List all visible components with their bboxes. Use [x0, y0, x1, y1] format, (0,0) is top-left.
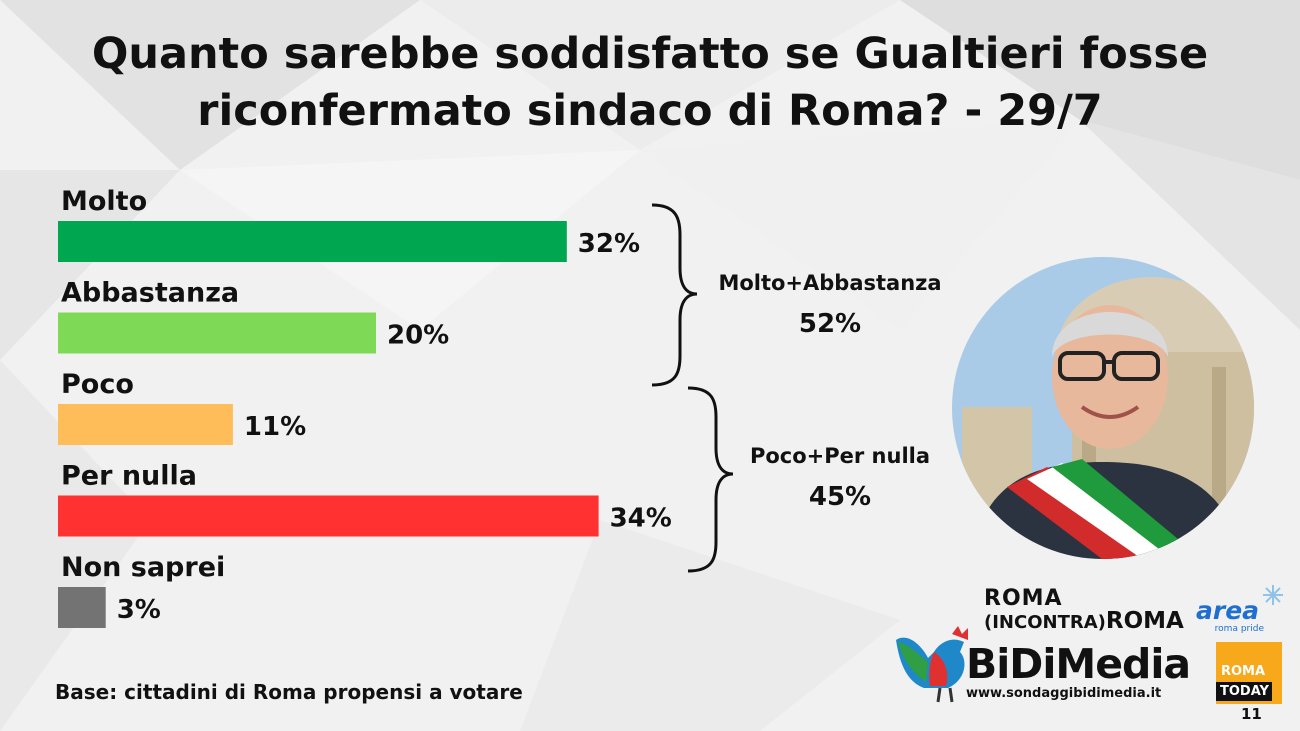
value-label-non-saprei: 3% [117, 595, 161, 625]
brace-poco-per-nulla [687, 386, 734, 573]
value-label-abbastanza: 20% [387, 321, 449, 351]
area-name: area [1196, 596, 1260, 625]
category-label-poco: Poco [61, 369, 134, 400]
group-value: 52% [798, 309, 862, 339]
value-label-per-nulla: 34% [610, 504, 672, 534]
bidimedia-name: BiDiMedia [966, 640, 1191, 688]
rooster-icon [896, 626, 968, 703]
group-name: Molto+Abbastanza [718, 271, 942, 295]
snowflake-icon [1263, 585, 1283, 605]
category-label-non-saprei: Non saprei [61, 552, 225, 583]
rr-line-2a: (INCONTRA) [984, 612, 1106, 633]
bar-abbastanza [58, 312, 376, 354]
footer-note: Base: cittadini di Roma propensi a votar… [55, 680, 523, 704]
title-line-2: riconfermato sindaco di Roma? - 29/7 [197, 86, 1103, 136]
value-label-poco: 11% [244, 412, 306, 442]
brace-molto-abbastanza [651, 203, 698, 387]
bidimedia-logo: BiDiMedia www.sondaggibidimedia.it [966, 640, 1206, 701]
category-label-per-nulla: Per nulla [61, 461, 197, 492]
rr-line-1: ROMA [984, 586, 1063, 611]
category-label-molto: Molto [61, 186, 147, 217]
rt-line-2: TODAY [1216, 682, 1272, 701]
value-label-molto: 32% [578, 229, 640, 259]
portrait-photo [952, 257, 1254, 559]
roma-today-logo: ROMA TODAY [1216, 642, 1282, 704]
title-line-1: Quanto sarebbe soddisfatto se Gualtieri … [91, 29, 1209, 79]
bar-poco [58, 404, 233, 445]
rt-line-1: ROMA [1221, 664, 1266, 679]
area-roma-pride-logo: area roma pride [1196, 596, 1276, 635]
page-number: 11 [1241, 705, 1262, 723]
bar-non-saprei [58, 587, 106, 628]
category-label-abbastanza: Abbastanza [61, 278, 239, 309]
group-poco-per-nulla: Poco+Per nulla 45% [730, 441, 950, 515]
rr-line-2b: ROMA [1105, 608, 1184, 634]
chart-title: Quanto sarebbe soddisfatto se Gualtieri … [60, 26, 1240, 140]
bidimedia-url: www.sondaggibidimedia.it [966, 686, 1162, 701]
bar-molto [58, 221, 567, 262]
rr-line-2: (INCONTRA)ROMA [984, 610, 1184, 634]
group-molto-abbastanza: Molto+Abbastanza 52% [705, 268, 955, 342]
bar-per-nulla [58, 495, 599, 537]
group-name: Poco+Per nulla [749, 444, 931, 468]
roma-incontra-roma-logo: ROMA (INCONTRA)ROMA [984, 588, 1184, 634]
group-value: 45% [808, 482, 872, 512]
area-sub: roma pride [1214, 624, 1264, 634]
